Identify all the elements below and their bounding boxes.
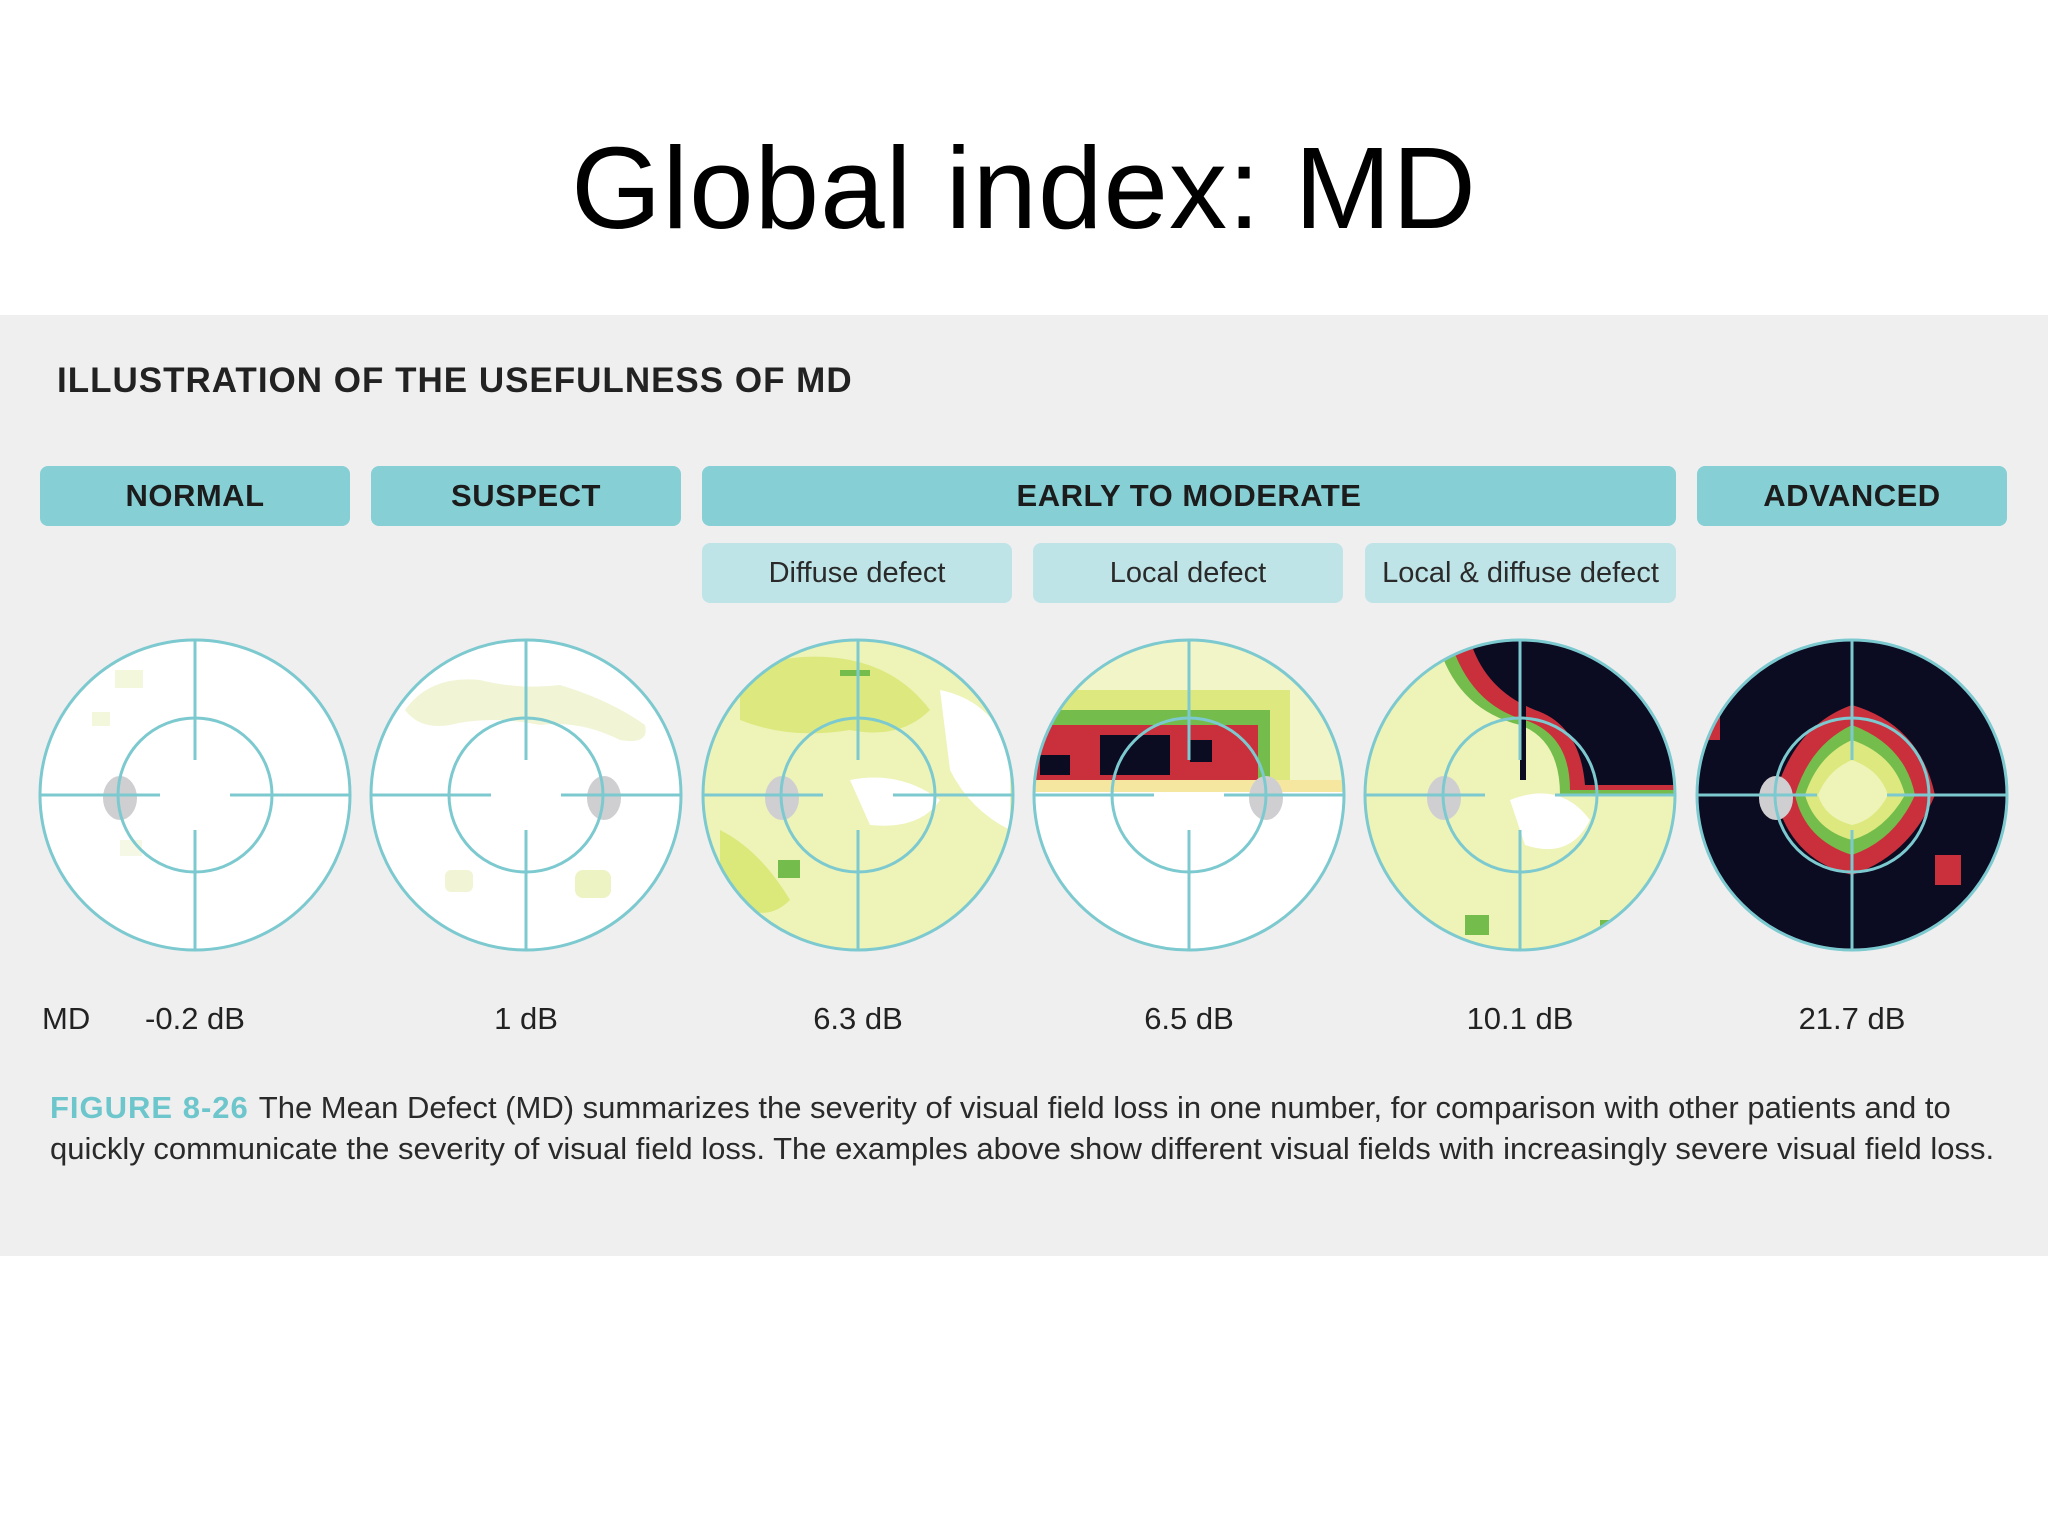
field-advanced-fill <box>1697 700 1961 885</box>
visual-field-suspect <box>369 638 683 952</box>
visual-field-maps <box>38 638 2009 952</box>
slide-title: Global index: MD <box>571 123 1477 253</box>
md-value-suspect: 1 dB <box>494 1001 558 1036</box>
subcategory-local-defect: Local defect <box>1033 543 1343 603</box>
visual-field-local-diffuse <box>1363 638 1677 952</box>
md-value-local: 6.5 dB <box>1144 1001 1234 1036</box>
visual-field-local <box>1032 638 1346 952</box>
category-suspect: SUSPECT <box>371 466 681 526</box>
blind-spot <box>103 776 137 820</box>
category-normal: NORMAL <box>40 466 350 526</box>
visual-field-diffuse <box>701 638 1015 952</box>
md-value-advanced: 21.7 dB <box>1798 1001 1906 1036</box>
field-grid <box>1363 638 1677 952</box>
caption-text: The Mean Defect (MD) summarizes the seve… <box>50 1090 1995 1166</box>
field-normal-fill <box>92 670 143 856</box>
subcategory-diffuse-defect: Diffuse defect <box>702 543 1012 603</box>
field-grid <box>1695 638 2009 952</box>
field-diffuse-fill <box>720 656 1010 913</box>
category-advanced: ADVANCED <box>1697 466 2007 526</box>
category-early-to-moderate: EARLY TO MODERATE <box>702 466 1676 526</box>
md-value-normal: -0.2 dB <box>145 1001 245 1036</box>
figure-number: FIGURE 8-26 <box>50 1090 249 1125</box>
field-grid <box>38 638 352 952</box>
md-row-label: MD <box>42 1001 91 1036</box>
subcategory-local-diffuse-defect: Local & diffuse defect <box>1365 543 1676 603</box>
visual-field-normal <box>38 638 352 952</box>
field-grid <box>1032 638 1346 952</box>
md-value-diffuse: 6.3 dB <box>813 1001 903 1036</box>
visual-field-advanced <box>1695 638 2009 952</box>
md-value-local-diffuse: 10.1 dB <box>1466 1001 1574 1036</box>
field-grid <box>701 638 1015 952</box>
figure-caption: FIGURE 8-26 The Mean Defect (MD) summariz… <box>50 1087 2005 1169</box>
figure-panel: ILLUSTRATION OF THE USEFULNESS OF MD NOR… <box>0 315 2048 1256</box>
figure-heading: ILLUSTRATION OF THE USEFULNESS OF MD <box>57 361 853 400</box>
field-grid <box>369 638 683 952</box>
